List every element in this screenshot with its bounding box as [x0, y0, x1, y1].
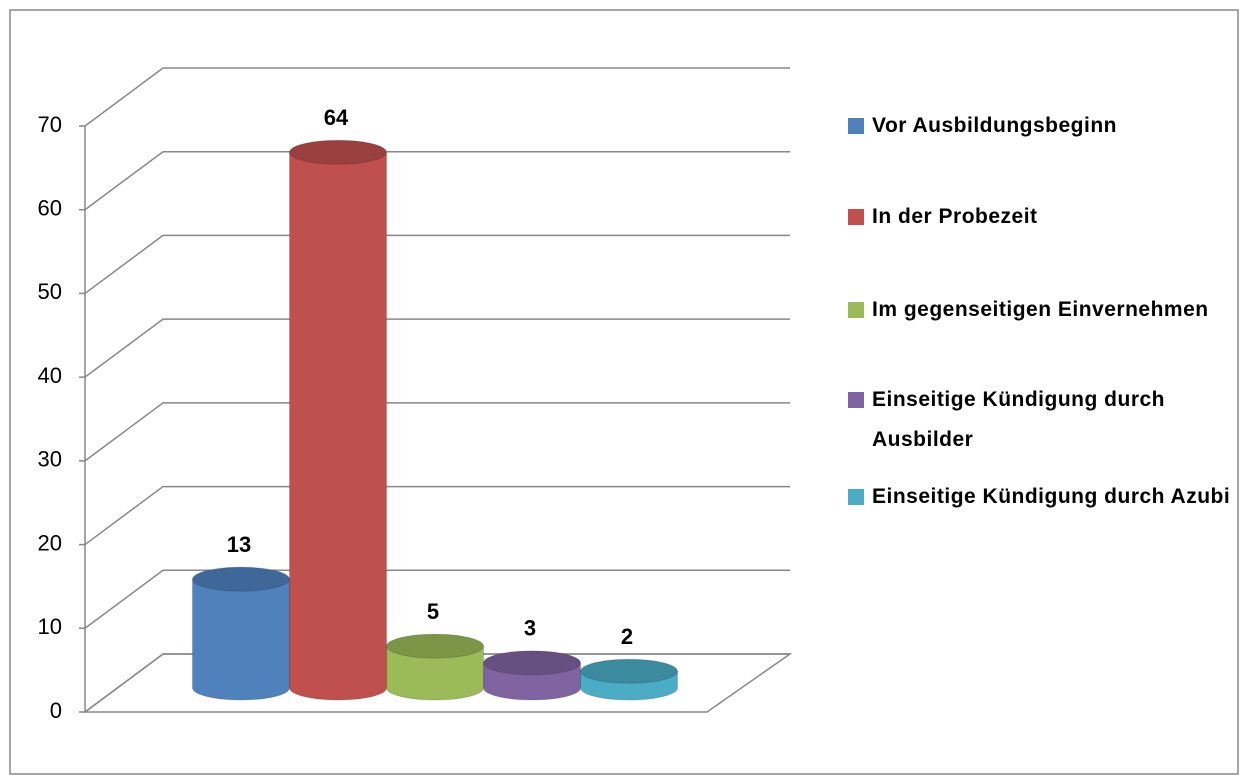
legend-label: Vor Ausbildungsbeginn	[872, 114, 1117, 137]
data-label: 5	[427, 599, 439, 624]
grid-line	[84, 234, 790, 295]
y-tick-label: 20	[38, 530, 62, 555]
bar	[386, 633, 484, 701]
bar-top	[483, 650, 581, 676]
bar-body	[192, 578, 290, 701]
legend-swatch	[848, 118, 864, 134]
bar-top	[386, 633, 484, 659]
legend-swatch	[848, 489, 864, 505]
y-tick-label: 30	[38, 447, 62, 472]
grid-line	[84, 318, 790, 378]
legend-swatch	[848, 209, 864, 225]
y-tick-label: 60	[38, 196, 62, 221]
y-tick-label: 70	[38, 112, 62, 137]
data-label: 64	[324, 105, 349, 130]
legend-label: Einseitige Kündigung durch Azubi	[872, 485, 1231, 508]
legend-item: Im gegenseitigen Einvernehmen	[848, 290, 1238, 330]
grid-line	[84, 653, 790, 713]
legend-item: Einseitige Kündigung durch Ausbilder	[848, 380, 1238, 460]
legend-swatch	[848, 392, 864, 408]
data-label: 2	[621, 624, 633, 649]
grid-line	[84, 485, 790, 546]
grid-line	[84, 67, 790, 127]
bar-top	[289, 139, 387, 165]
bar-top	[192, 566, 290, 592]
y-tick-label: 10	[38, 614, 62, 639]
data-label: 3	[524, 616, 536, 641]
legend-item: Vor Ausbildungsbeginn	[848, 106, 1238, 146]
grid-line	[84, 402, 790, 462]
y-tick-label: 40	[38, 363, 62, 388]
legend-item: Einseitige Kündigung durch Azubi	[848, 477, 1238, 517]
legend-label: Einseitige Kündigung durch Ausbilder	[872, 388, 1165, 451]
bar	[289, 139, 387, 701]
y-tick-label: 50	[38, 279, 62, 304]
y-tick-label: 0	[50, 698, 62, 723]
bar-body	[289, 151, 387, 701]
bar	[483, 650, 581, 701]
bar-top	[580, 658, 678, 684]
grid-line	[84, 150, 790, 211]
legend-label: In der Probezeit	[872, 205, 1038, 228]
grid-line	[84, 569, 790, 629]
bar-body	[386, 645, 484, 701]
legend-swatch	[848, 302, 864, 318]
bar	[580, 658, 678, 701]
legend-item: In der Probezeit	[848, 197, 1238, 237]
legend-label: Im gegenseitigen Einvernehmen	[872, 298, 1209, 321]
bar	[192, 566, 290, 701]
data-label: 13	[227, 532, 251, 557]
